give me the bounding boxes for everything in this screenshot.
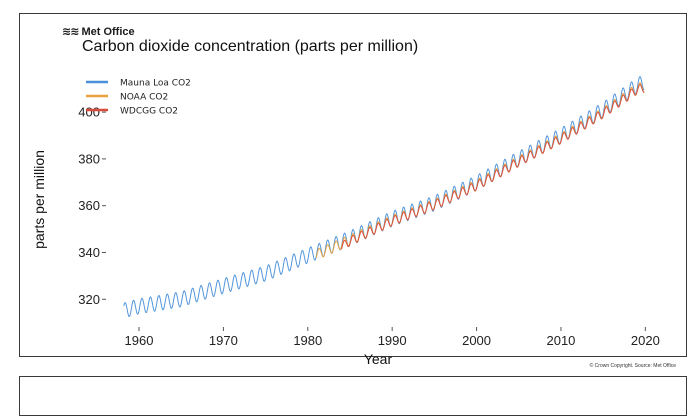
x-tick-label: 2010	[546, 333, 575, 348]
series-line-2	[315, 82, 645, 258]
chart-title: Carbon dioxide concentration (parts per …	[82, 38, 419, 55]
y-tick-label: 320	[78, 292, 100, 307]
x-tick-label: 1970	[209, 333, 238, 348]
credit-note: © Crown Copyright. Source: Met Office	[590, 362, 677, 369]
chart-frame	[19, 13, 687, 357]
met-office-logo-icon: ≋≋	[62, 26, 79, 38]
y-axis-label: parts per million	[31, 150, 47, 249]
legend-label-3: WDCGG CO2	[120, 107, 178, 117]
y-tick-label: 400	[78, 105, 100, 120]
x-tick-label: 1980	[293, 333, 322, 348]
x-tick-label: 2020	[631, 333, 660, 348]
logo-text: Met Office	[81, 25, 135, 38]
x-tick-label: 1960	[125, 333, 154, 348]
met-office-logo: ≋≋ Met Office	[62, 25, 135, 39]
y-tick-label: 380	[78, 151, 100, 166]
series-line-3	[341, 84, 645, 250]
legend-label-2: NOAA CO2	[120, 93, 168, 103]
x-tick-label: 1990	[378, 333, 407, 348]
legend-label-1: Mauna Loa CO2	[120, 79, 191, 89]
series-line-1	[123, 76, 645, 317]
co2-chart: 1960 1970 1980 1990 2000 2010 2020 320 340 360 380…	[31, 76, 677, 369]
x-axis-label: Year	[364, 351, 393, 367]
y-tick-label: 340	[78, 245, 100, 260]
y-tick-label: 360	[78, 198, 100, 213]
x-tick-label: 2000	[462, 333, 491, 348]
